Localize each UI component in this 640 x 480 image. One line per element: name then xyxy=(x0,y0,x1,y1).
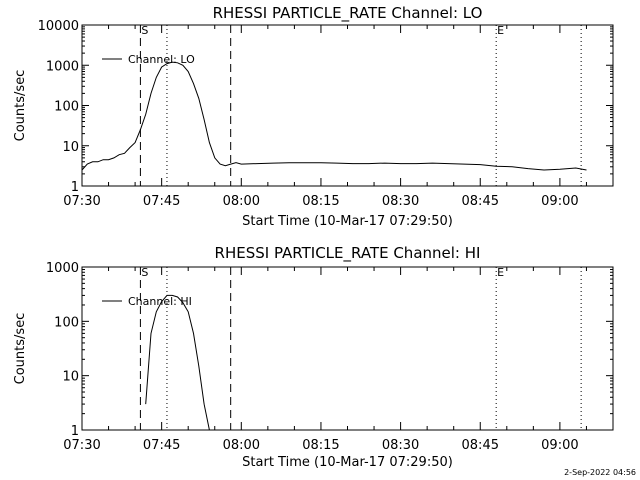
x-tick-label: 08:00 xyxy=(223,194,260,209)
x-tick-label: 07:45 xyxy=(143,438,180,453)
y-tick-label: 1 xyxy=(71,180,79,195)
x-tick-label: 08:15 xyxy=(302,194,339,209)
y-tick-label: 1 xyxy=(71,424,79,439)
y-axis-label: Counts/sec xyxy=(13,70,28,142)
x-tick-label: 07:45 xyxy=(143,194,180,209)
x-tick-label: 07:30 xyxy=(63,194,100,209)
y-tick-label: 10000 xyxy=(38,19,79,34)
generation-timestamp: 2-Sep-2022 04:56 xyxy=(564,468,636,477)
chart-panels: RHESSI PARTICLE_RATE Channel: LO11010010… xyxy=(13,4,614,470)
marker-label: S xyxy=(141,24,148,37)
y-tick-label: 10 xyxy=(62,370,79,385)
x-axis-label: Start Time (10-Mar-17 07:29:50) xyxy=(242,455,453,470)
x-tick-label: 08:45 xyxy=(462,438,499,453)
y-tick-label: 1000 xyxy=(46,261,79,276)
chart-title: RHESSI PARTICLE_RATE Channel: HI xyxy=(215,244,481,263)
marker-label: E xyxy=(497,24,504,37)
marker-label: E xyxy=(497,266,504,279)
series-line xyxy=(145,294,210,431)
y-axis-label: Counts/sec xyxy=(13,313,28,385)
y-tick-label: 10 xyxy=(62,140,79,155)
y-tick-label: 100 xyxy=(54,315,79,330)
y-tick-label: 1000 xyxy=(46,59,79,74)
series-line xyxy=(81,61,587,171)
x-tick-label: 07:30 xyxy=(63,438,100,453)
legend-label: Channel: HI xyxy=(128,295,192,308)
x-axis-label: Start Time (10-Mar-17 07:29:50) xyxy=(242,214,453,229)
y-tick-label: 100 xyxy=(54,100,79,115)
x-tick-label: 09:00 xyxy=(541,194,578,209)
x-tick-label: 08:30 xyxy=(382,194,419,209)
chart-title: RHESSI PARTICLE_RATE Channel: LO xyxy=(213,4,483,23)
x-tick-label: 08:15 xyxy=(302,438,339,453)
chart-panel-hi: RHESSI PARTICLE_RATE Channel: HI 1 10 100 10… xyxy=(13,244,614,470)
marker-label: S xyxy=(141,266,148,279)
x-tick-label: 08:45 xyxy=(462,194,499,209)
x-tick-label: 08:00 xyxy=(223,438,260,453)
chart-panel-lo: RHESSI PARTICLE_RATE Channel: LO 1 10 100 10… xyxy=(13,4,614,229)
x-tick-label: 08:30 xyxy=(382,438,419,453)
legend-label: Channel: LO xyxy=(128,53,195,66)
x-tick-label: 09:00 xyxy=(541,438,578,453)
